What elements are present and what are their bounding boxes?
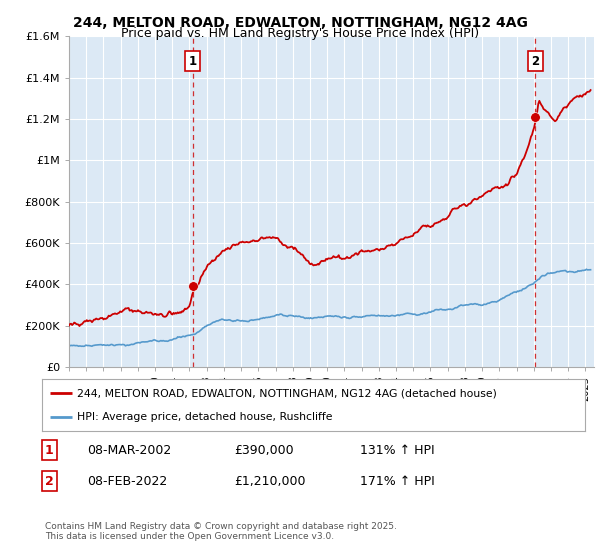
Text: 131% ↑ HPI: 131% ↑ HPI: [360, 444, 434, 456]
Text: 244, MELTON ROAD, EDWALTON, NOTTINGHAM, NG12 4AG (detached house): 244, MELTON ROAD, EDWALTON, NOTTINGHAM, …: [77, 388, 497, 398]
Text: Price paid vs. HM Land Registry's House Price Index (HPI): Price paid vs. HM Land Registry's House …: [121, 27, 479, 40]
Text: HPI: Average price, detached house, Rushcliffe: HPI: Average price, detached house, Rush…: [77, 412, 333, 422]
Text: 08-MAR-2002: 08-MAR-2002: [87, 444, 171, 456]
Text: 244, MELTON ROAD, EDWALTON, NOTTINGHAM, NG12 4AG: 244, MELTON ROAD, EDWALTON, NOTTINGHAM, …: [73, 16, 527, 30]
Text: £1,210,000: £1,210,000: [234, 475, 305, 488]
Text: 2: 2: [532, 55, 539, 68]
Text: 171% ↑ HPI: 171% ↑ HPI: [360, 475, 435, 488]
Text: 2: 2: [45, 475, 54, 488]
Text: 1: 1: [45, 444, 54, 456]
Text: 08-FEB-2022: 08-FEB-2022: [87, 475, 167, 488]
Text: £390,000: £390,000: [234, 444, 293, 456]
Text: 1: 1: [188, 55, 197, 68]
Text: Contains HM Land Registry data © Crown copyright and database right 2025.
This d: Contains HM Land Registry data © Crown c…: [45, 522, 397, 542]
